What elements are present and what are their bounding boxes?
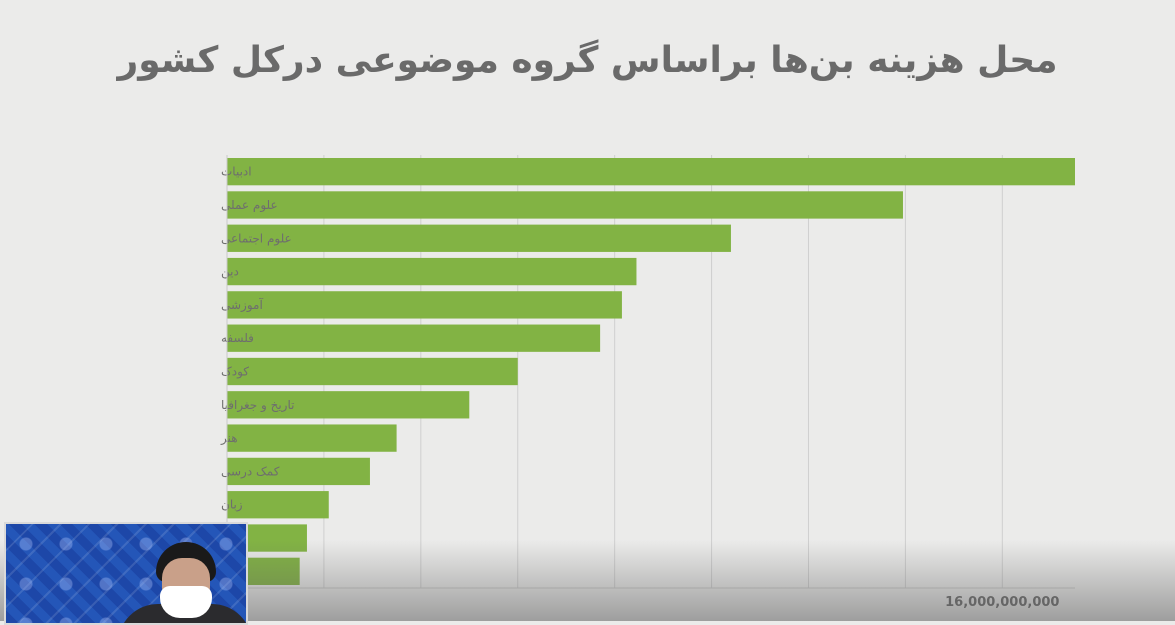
bar (227, 157, 1075, 186)
category-label: کمک درسی (221, 464, 280, 479)
category-label: هنر (220, 431, 238, 446)
bar (227, 391, 470, 419)
category-label: زبان (221, 498, 243, 513)
bar (227, 257, 637, 286)
category-labels: ادبیات علوم عملی علوم اجتماعی دین آموزشی فلسف… (220, 165, 294, 513)
bar (227, 191, 903, 219)
category-label: دین (221, 265, 239, 280)
bar (227, 457, 370, 486)
webcam-overlay (4, 522, 248, 625)
category-label: آموزشی (221, 297, 263, 313)
category-label: فلسفه (221, 331, 254, 345)
category-label: علوم عملی (221, 198, 278, 213)
bar (227, 491, 329, 519)
bars (227, 157, 1075, 586)
face-mask-icon (160, 586, 212, 618)
category-label: ادبیات (221, 165, 252, 179)
bar (227, 291, 622, 319)
bar (227, 224, 731, 252)
bar (227, 324, 601, 352)
bar (227, 424, 397, 452)
chart-title: محل هزینه بن‌ها براساس گروه موضوعی درکل … (117, 40, 1058, 81)
bar (227, 357, 518, 386)
x-tick-label: 16,000,000,000 (945, 595, 1059, 610)
category-label: کودک (221, 365, 249, 380)
category-label: تاریخ و جغرافیا (221, 398, 294, 413)
category-label: علوم اجتماعی (221, 231, 292, 246)
